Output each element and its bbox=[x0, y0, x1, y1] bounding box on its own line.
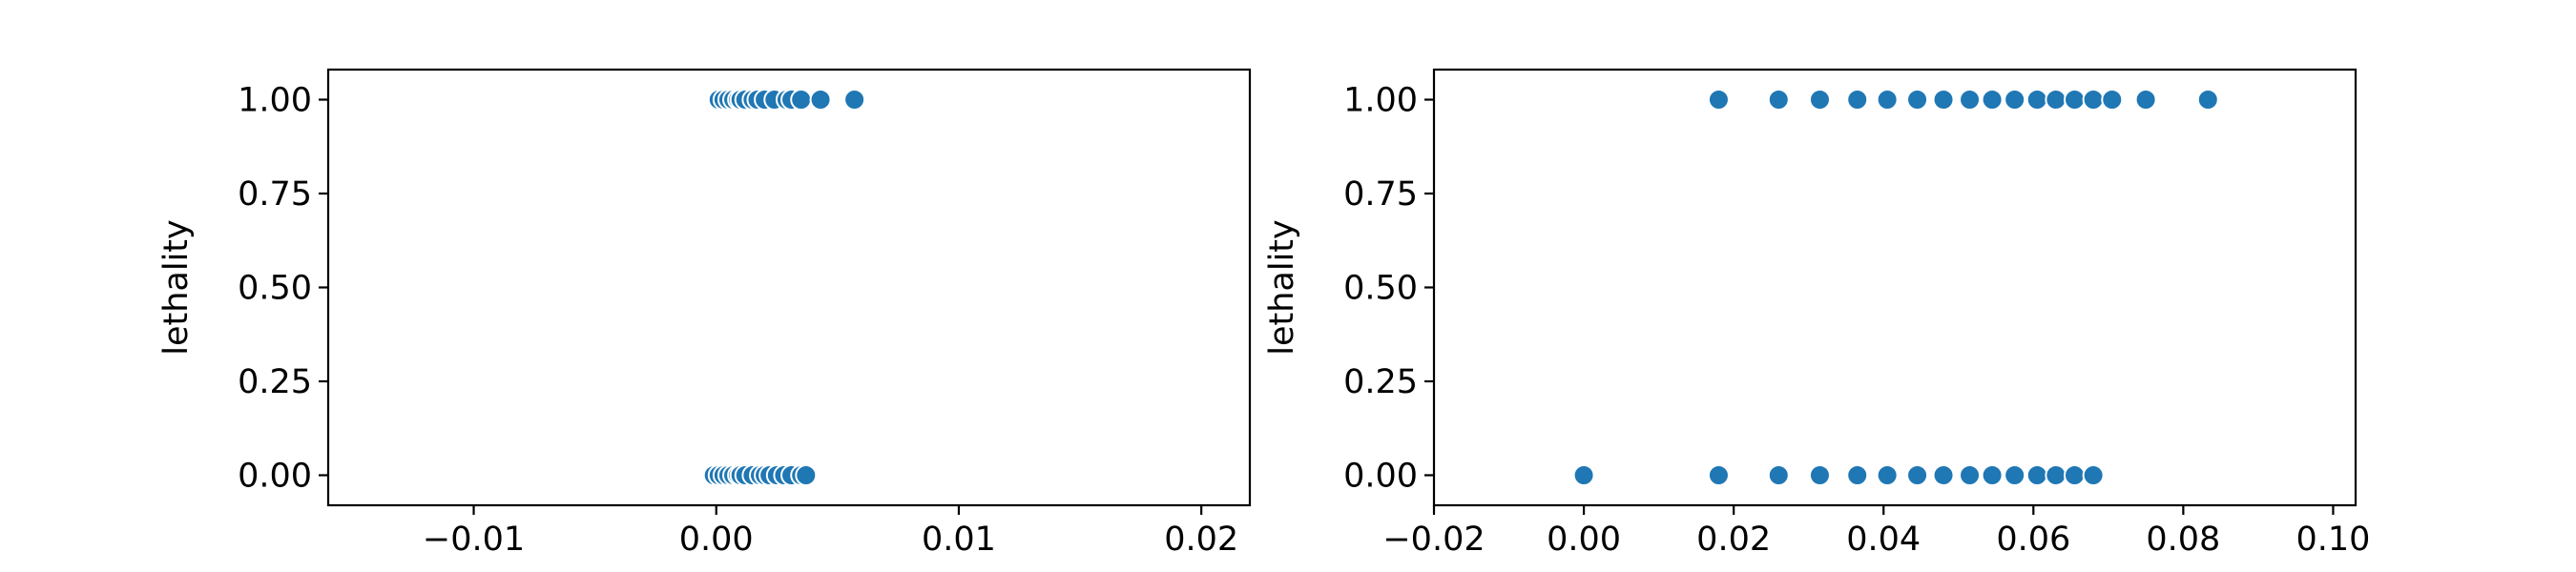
left-plot-frame bbox=[326, 68, 1252, 507]
right-scatter-point bbox=[1767, 89, 1790, 112]
right-y-tick-label: 0.00 bbox=[1343, 457, 1418, 495]
right-scatter-point bbox=[2196, 89, 2219, 112]
right-scatter-point bbox=[1959, 463, 1982, 486]
right-scatter-point bbox=[1572, 463, 1595, 486]
left-x-tick-label: 0.02 bbox=[1164, 521, 1238, 559]
right-scatter-point bbox=[2134, 89, 2157, 112]
right-x-tick-label: 0.04 bbox=[1846, 521, 1921, 559]
right-scatter-point bbox=[2045, 463, 2067, 486]
right-y-tick-label: 0.75 bbox=[1343, 175, 1418, 214]
left-x-tick-label: 0.01 bbox=[922, 521, 996, 559]
left-points bbox=[702, 89, 866, 486]
right-scatter-point bbox=[1932, 89, 1955, 112]
left-scatter-point bbox=[809, 89, 832, 112]
right-scatter-point bbox=[1846, 89, 1869, 112]
left-y-tick-label: 0.50 bbox=[238, 270, 312, 308]
left-y-tick-label: 0.75 bbox=[238, 175, 312, 214]
right-points bbox=[1572, 89, 2219, 486]
right-scatter-point bbox=[1932, 463, 1955, 486]
right-scatter-point bbox=[1876, 463, 1899, 486]
left-scatter-panel: −0.01 0.00 0.01 0.02 0.00 0.25 0.50 0.75 1.00 l… bbox=[157, 68, 1252, 559]
left-y-axis-label: lethality bbox=[157, 219, 196, 356]
right-scatter-point bbox=[1808, 89, 1831, 112]
left-y-tick-label: 0.00 bbox=[238, 457, 312, 495]
left-x-tick-label: −0.01 bbox=[423, 521, 525, 559]
right-scatter-point bbox=[2004, 463, 2026, 486]
right-scatter-point bbox=[2025, 89, 2048, 112]
right-scatter-point bbox=[2082, 89, 2105, 112]
right-scatter-point bbox=[1846, 463, 1869, 486]
right-scatter-point bbox=[1707, 463, 1730, 486]
right-scatter-point bbox=[2082, 463, 2105, 486]
right-scatter-point bbox=[1906, 89, 1929, 112]
left-scatter-point bbox=[790, 89, 813, 112]
right-scatter-panel: −0.02 0.00 0.02 0.04 0.06 0.08 0.10 0.000.250.… bbox=[1263, 68, 2370, 559]
left-x-ticks: −0.01 0.00 0.01 0.02 bbox=[423, 505, 1238, 559]
right-y-tick-label: 0.25 bbox=[1343, 363, 1418, 401]
right-y-axis-label: lethality bbox=[1263, 219, 1301, 356]
right-scatter-point bbox=[1981, 89, 2004, 112]
left-y-tick-label: 0.25 bbox=[238, 363, 312, 401]
right-scatter-point bbox=[2101, 89, 2124, 112]
right-scatter-point bbox=[1808, 463, 1831, 486]
left-scatter-point bbox=[843, 89, 866, 112]
left-y-ticks: 0.00 0.25 0.50 0.75 1.00 bbox=[238, 82, 328, 495]
left-x-tick-label: 0.00 bbox=[679, 521, 754, 559]
right-x-tick-label: 0.02 bbox=[1696, 521, 1771, 559]
right-scatter-point bbox=[1906, 463, 1929, 486]
right-scatter-point bbox=[2063, 89, 2086, 112]
right-x-tick-label: 0.10 bbox=[2296, 521, 2370, 559]
right-x-tick-label: −0.02 bbox=[1382, 521, 1485, 559]
left-y-tick-label: 1.00 bbox=[238, 82, 312, 120]
right-y-tick-label: 0.50 bbox=[1343, 270, 1418, 308]
right-scatter-point bbox=[1959, 89, 1982, 112]
right-plot-frame bbox=[1432, 68, 2358, 507]
right-scatter-point bbox=[2025, 463, 2048, 486]
right-x-tick-label: 0.06 bbox=[1996, 521, 2070, 559]
left-scatter-point bbox=[795, 463, 818, 486]
right-x-ticks: −0.02 0.00 0.02 0.04 0.06 0.08 0.10 bbox=[1382, 505, 2370, 559]
right-scatter-point bbox=[2045, 89, 2067, 112]
right-scatter-point bbox=[1876, 89, 1899, 112]
right-x-tick-label: 0.08 bbox=[2146, 521, 2220, 559]
right-scatter-point bbox=[2004, 89, 2026, 112]
right-x-tick-label: 0.00 bbox=[1547, 521, 1621, 559]
right-scatter-point bbox=[1707, 89, 1730, 112]
right-y-tick-label: 1.00 bbox=[1343, 82, 1418, 120]
right-scatter-point bbox=[1767, 463, 1790, 486]
right-scatter-point bbox=[1981, 463, 2004, 486]
right-y-ticks: 0.00 0.25 0.50 0.75 1.00 bbox=[1343, 82, 1434, 495]
right-scatter-point bbox=[2063, 463, 2086, 486]
